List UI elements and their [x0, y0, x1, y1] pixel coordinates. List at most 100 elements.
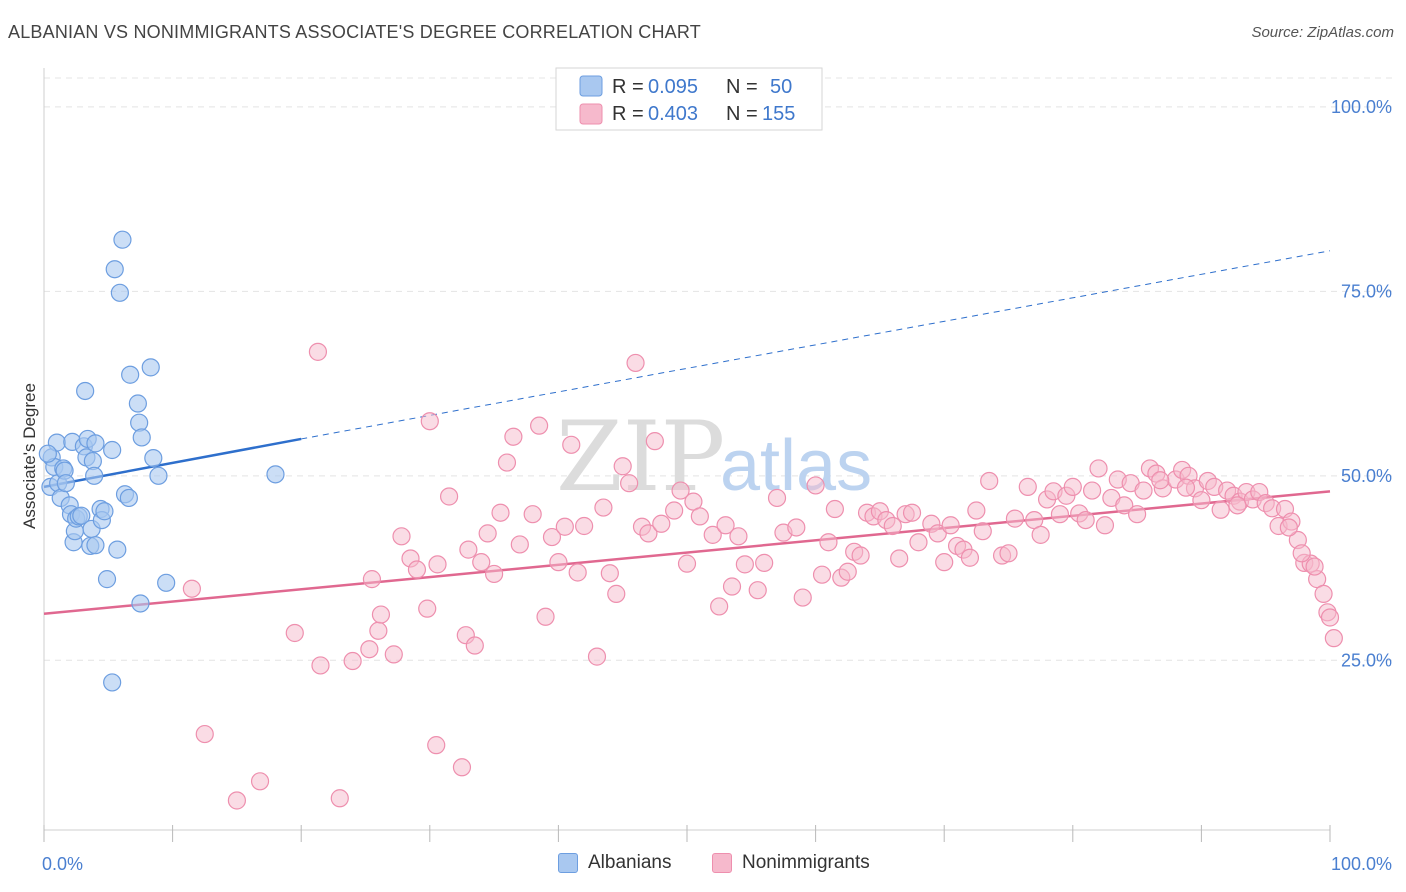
nonimmigrant-point-63 — [735, 555, 754, 574]
albanian-point-38 — [128, 394, 147, 413]
nonimmigrant-point-90 — [941, 516, 960, 535]
nonimmigrant-point-18 — [420, 412, 439, 431]
albanian-point-39 — [130, 413, 149, 432]
nonimmigrant-point-45 — [607, 584, 626, 603]
nonimmigrant-point-9 — [360, 640, 379, 659]
nonimmigrant-point-24 — [459, 540, 478, 559]
watermark: ZIP atlas — [556, 401, 872, 513]
nonimmigrant-point-64 — [748, 581, 767, 600]
nonimmigrant-point-31 — [504, 427, 523, 446]
nonimmigrant-point-42 — [587, 647, 607, 666]
nonimmigrant-point-65 — [755, 553, 774, 572]
nonimmigrant-point-7 — [330, 789, 349, 808]
nonimmigrant-point-152 — [1228, 496, 1247, 515]
nonimmigrant-point-118 — [1134, 481, 1153, 500]
x-tick-label-1: 100.0% — [1331, 854, 1392, 874]
albanian-point-28 — [95, 502, 114, 521]
legend-swatch-albanians — [579, 75, 603, 97]
nonimmigrant-point-151 — [1305, 557, 1324, 576]
nonimmigrant-point-61 — [722, 577, 742, 596]
nonimmigrant-point-36 — [542, 527, 562, 547]
albanian-point-36 — [119, 488, 138, 508]
albanian-point-16 — [72, 506, 91, 525]
nonimmigrant-point-16 — [407, 560, 427, 579]
albanian-point-44 — [149, 466, 168, 485]
nonimmigrant-point-29 — [491, 503, 510, 522]
albanians-swatch — [558, 853, 578, 873]
nonimmigrant-point-53 — [665, 501, 684, 520]
nonimmigrant-point-32 — [510, 535, 529, 554]
nonimmigrant-point-8 — [343, 651, 362, 671]
nonimmigrant-point-2 — [227, 791, 246, 810]
y-tick-label-0: 25.0% — [1341, 650, 1392, 670]
nonimmigrant-point-11 — [369, 621, 388, 640]
nonimmigrant-point-111 — [1089, 459, 1108, 478]
albanian-point-33 — [110, 283, 129, 302]
nonimmigrant-point-149 — [1279, 518, 1298, 537]
nonimmigrant-point-95 — [973, 522, 992, 541]
albanian-point-49 — [86, 434, 105, 453]
legend-r-value-nonimmigrants: 0.403 — [648, 103, 698, 125]
nonimmigrant-point-5 — [308, 342, 328, 361]
albanian-point-25 — [86, 536, 105, 555]
nonimmigrant-point-1 — [195, 724, 214, 744]
legend-n-value-nonimmigrants: 155 — [762, 103, 795, 125]
data-points — [38, 230, 1343, 810]
nonimmigrant-point-62 — [729, 527, 748, 546]
y-tick-label-3: 100.0% — [1331, 97, 1392, 117]
gridlines — [44, 77, 1392, 661]
legend-r-label-albanians: R = — [612, 76, 644, 98]
nonimmigrant-point-75 — [838, 562, 857, 581]
nonimmigrant-point-115 — [1115, 496, 1134, 515]
nonimmigrant-point-13 — [384, 645, 403, 664]
albanian-point-30 — [103, 440, 122, 460]
nonimmigrant-point-153 — [1176, 478, 1196, 497]
legend-r-value-albanians: 0.095 — [648, 76, 698, 98]
nonimmigrant-point-58 — [703, 525, 722, 544]
nonimmigrant-point-105 — [1050, 505, 1070, 524]
watermark-atlas: atlas — [720, 426, 872, 506]
nonimmigrant-point-100 — [1018, 477, 1037, 496]
nonimmigrant-point-55 — [677, 554, 697, 573]
nonimmigrant-point-34 — [530, 416, 549, 435]
albanian-point-18 — [76, 381, 95, 401]
nonimmigrant-point-38 — [555, 517, 574, 536]
nonimmigrant-point-10 — [362, 570, 382, 589]
nonimmigrant-point-43 — [594, 498, 613, 517]
legend-item-nonimmigrants: Nonimmigrants — [712, 852, 870, 874]
legend-label-nonimmigrants: Nonimmigrants — [742, 852, 870, 873]
nonimmigrant-point-14 — [392, 527, 411, 546]
albanian-point-42 — [141, 358, 160, 377]
nonimmigrant-point-150 — [1292, 544, 1311, 563]
nonimmigrants-swatch — [712, 853, 732, 873]
nonimmigrant-point-73 — [825, 499, 844, 519]
nonimmigrant-point-109 — [1076, 510, 1095, 530]
albanian-point-43 — [144, 449, 163, 468]
nonimmigrant-point-52 — [652, 514, 671, 533]
nonimmigrant-point-88 — [928, 524, 947, 543]
albanian-point-32 — [108, 540, 127, 559]
legend-n-label-albanians: N = — [726, 76, 758, 98]
nonimmigrant-point-3 — [250, 772, 270, 791]
trend-line-nonimmigrants — [43, 490, 1331, 616]
nonimmigrant-point-107 — [1063, 477, 1082, 496]
nonimmigrant-point-154 — [1151, 471, 1170, 490]
nonimmigrant-point-54 — [671, 481, 690, 500]
nonimmigrant-point-98 — [999, 544, 1018, 563]
albanian-point-46 — [266, 465, 285, 484]
nonimmigrant-point-68 — [787, 518, 806, 537]
legend-label-albanians: Albanians — [588, 852, 672, 873]
albanian-point-34 — [113, 230, 132, 249]
albanian-point-31 — [105, 260, 124, 279]
nonimmigrant-point-86 — [909, 533, 928, 552]
nonimmigrant-point-148 — [1324, 629, 1343, 648]
nonimmigrant-point-145 — [1314, 584, 1333, 603]
nonimmigrant-point-41 — [575, 516, 594, 536]
nonimmigrant-point-85 — [902, 503, 922, 522]
y-tick-label-1: 50.0% — [1341, 466, 1392, 486]
albanian-point-48 — [38, 444, 57, 463]
nonimmigrant-point-69 — [793, 588, 812, 607]
legend-r-label-nonimmigrants: R = — [612, 103, 644, 125]
nonimmigrant-point-20 — [428, 555, 447, 574]
